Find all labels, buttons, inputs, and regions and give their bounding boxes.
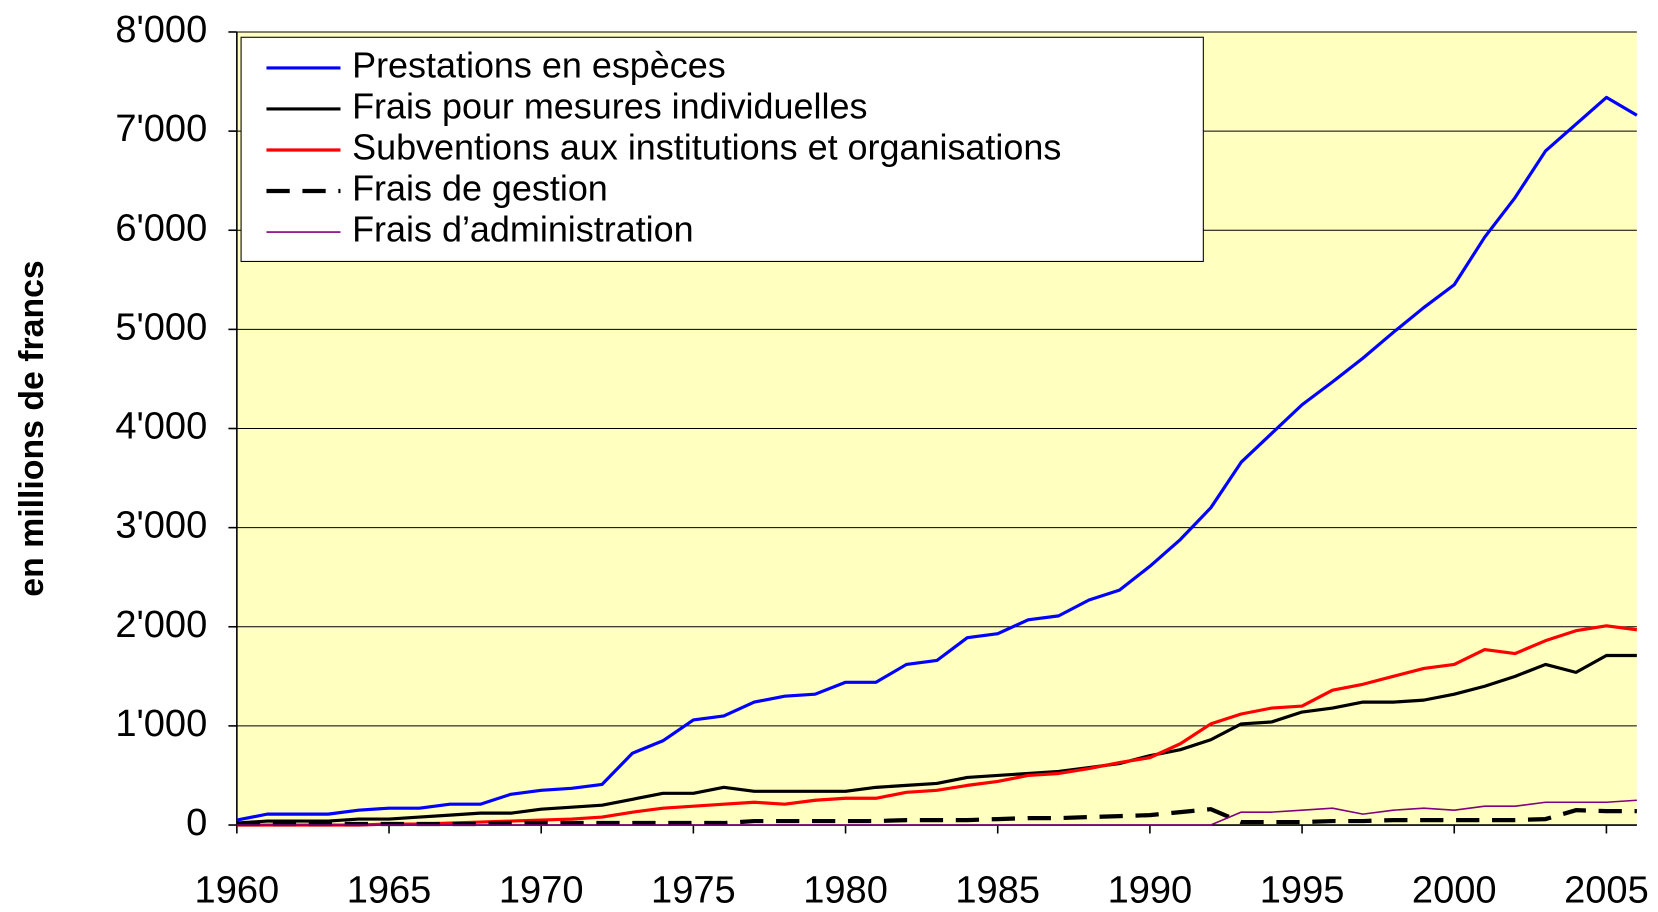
x-tick-label: 2005 xyxy=(1564,870,1649,912)
legend-label: Subventions aux institutions et organisa… xyxy=(352,126,1061,167)
y-tick-label: 7'000 xyxy=(115,108,207,150)
series-line xyxy=(236,653,1637,825)
legend-label: Prestations en espèces xyxy=(352,44,726,85)
x-tick-label: 1985 xyxy=(955,870,1040,912)
y-tick-label: 6'000 xyxy=(115,207,207,249)
series-line xyxy=(236,807,1637,827)
x-tick-label: 1980 xyxy=(803,870,888,912)
x-tick-label: 1970 xyxy=(499,870,584,912)
y-tick-label: 5'000 xyxy=(115,306,207,348)
x-tick-label: 1975 xyxy=(651,870,736,912)
y-tick-label: 0 xyxy=(186,802,207,844)
y-tick-label: 2'000 xyxy=(115,604,207,646)
x-tick-label: 1965 xyxy=(347,870,432,912)
x-tick-label: 1990 xyxy=(1108,870,1193,912)
y-tick-label: 1'000 xyxy=(115,703,207,745)
legend-label: Frais d’administration xyxy=(352,209,694,250)
x-tick-label: 1995 xyxy=(1260,870,1345,912)
x-tick-label: 2000 xyxy=(1412,870,1497,912)
y-axis-label: en millions de francs xyxy=(13,260,51,596)
y-tick-label: 3'000 xyxy=(115,505,207,547)
x-tick-label: 1960 xyxy=(195,870,280,912)
legend-label: Frais de gestion xyxy=(352,168,608,209)
series-line xyxy=(236,799,1637,826)
legend-label: Frais pour mesures individuelles xyxy=(352,85,867,126)
series-line xyxy=(236,95,1638,822)
y-tick-label: 4'000 xyxy=(115,406,207,448)
legend-box xyxy=(240,36,1204,262)
y-tick-label: 8'000 xyxy=(115,9,207,51)
